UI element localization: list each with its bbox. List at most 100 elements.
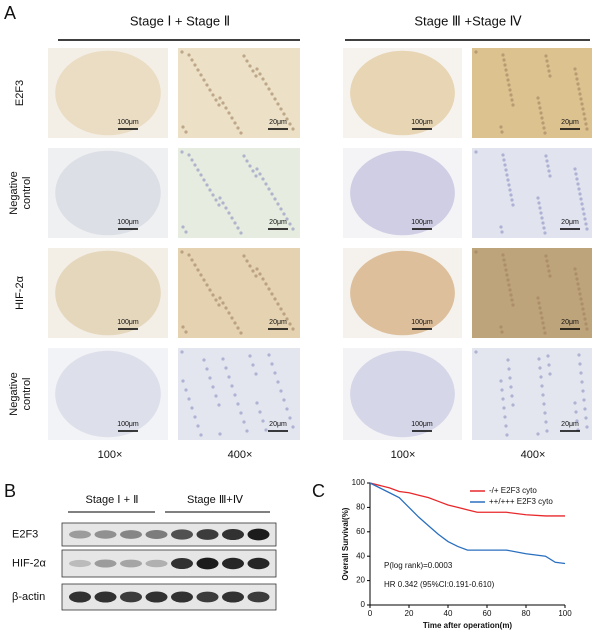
blot-label: β-actin: [12, 591, 45, 603]
nucleus: [267, 187, 271, 191]
nucleus: [507, 83, 511, 87]
nucleus: [583, 117, 587, 121]
nucleus: [511, 203, 515, 207]
nucleus: [506, 178, 510, 182]
nucleus: [500, 130, 504, 134]
nucleus: [199, 273, 203, 277]
nucleus: [288, 122, 292, 126]
nucleus: [577, 187, 581, 191]
y-tick-label: 100: [352, 478, 366, 487]
panel-label: B: [4, 481, 16, 501]
nucleus: [505, 273, 509, 277]
nucleus: [583, 217, 587, 221]
nucleus: [181, 225, 185, 229]
nucleus: [580, 302, 584, 306]
nucleus: [543, 331, 547, 335]
nucleus: [242, 254, 246, 258]
nucleus: [251, 363, 255, 367]
nucleus: [577, 87, 581, 91]
nucleus: [236, 126, 240, 130]
blot-band: [120, 591, 142, 603]
nucleus: [511, 103, 515, 107]
nucleus: [502, 158, 506, 162]
nucleus: [574, 172, 578, 176]
nucleus: [214, 98, 218, 102]
y-tick-label: 0: [361, 600, 366, 609]
nucleus: [267, 353, 271, 357]
nucleus: [180, 250, 184, 254]
nucleus: [227, 111, 231, 115]
nucleus: [536, 96, 540, 100]
legend-label: -/+ E2F3 cyto: [489, 486, 537, 495]
nucleus: [582, 112, 586, 116]
blot-band: [171, 557, 193, 570]
nucleus: [501, 253, 505, 257]
nucleus: [584, 416, 588, 420]
nucleus: [230, 216, 234, 220]
blot-band: [120, 530, 142, 539]
nucleus: [505, 433, 509, 437]
nucleus: [211, 385, 215, 389]
nucleus: [196, 168, 200, 172]
nucleus: [503, 415, 507, 419]
nucleus: [539, 111, 543, 115]
nucleus: [581, 207, 585, 211]
nucleus: [506, 278, 510, 282]
nucleus: [546, 64, 550, 68]
annotation: P(log rank)=0.0003: [384, 561, 453, 570]
nucleus: [205, 283, 209, 287]
nucleus: [273, 371, 277, 375]
nucleus: [585, 425, 589, 429]
nucleus: [538, 106, 542, 110]
nucleus: [506, 358, 510, 362]
nucleus: [233, 121, 237, 125]
nucleus: [579, 197, 583, 201]
nucleus: [579, 297, 583, 301]
nucleus: [578, 362, 582, 366]
nucleus: [291, 227, 295, 231]
nucleus: [538, 206, 542, 210]
blot-band: [247, 557, 270, 570]
nucleus: [576, 82, 580, 86]
micrograph: [472, 48, 592, 138]
nucleus: [187, 253, 191, 257]
row-label-line: control: [21, 176, 33, 209]
annotation: HR 0.342 (95%CI:0.191-0.610): [384, 580, 495, 589]
scale-bar-label: 20μm: [561, 119, 579, 126]
tissue-core: [55, 150, 161, 236]
nucleus: [218, 296, 222, 300]
nucleus: [199, 73, 203, 77]
nucleus: [541, 221, 545, 225]
nucleus: [233, 321, 237, 325]
group-label: Stage Ⅰ + Ⅱ: [86, 494, 139, 506]
nucleus: [270, 92, 274, 96]
tissue-core: [55, 50, 161, 136]
nucleus: [285, 317, 289, 321]
nucleus: [546, 264, 550, 268]
nucleus: [267, 87, 271, 91]
nucleus: [227, 311, 231, 315]
nucleus: [208, 88, 212, 92]
nucleus: [184, 130, 188, 134]
nucleus: [224, 306, 228, 310]
nucleus: [548, 274, 552, 278]
nucleus: [502, 258, 506, 262]
nucleus: [509, 193, 513, 197]
nucleus: [239, 411, 243, 415]
scale-bar-label: 20μm: [269, 421, 287, 428]
nucleus: [181, 379, 185, 383]
nucleus: [255, 67, 259, 71]
nucleus: [474, 50, 478, 54]
nucleus: [214, 298, 218, 302]
scale-bar-label: 100μm: [117, 219, 139, 226]
nucleus: [546, 164, 550, 168]
nucleus: [248, 164, 252, 168]
blot-band: [145, 530, 168, 539]
nucleus: [575, 277, 579, 281]
nucleus: [539, 375, 543, 379]
blot-band: [69, 559, 91, 568]
nucleus: [291, 327, 295, 331]
tissue-core: [350, 350, 455, 438]
nucleus: [575, 177, 579, 181]
